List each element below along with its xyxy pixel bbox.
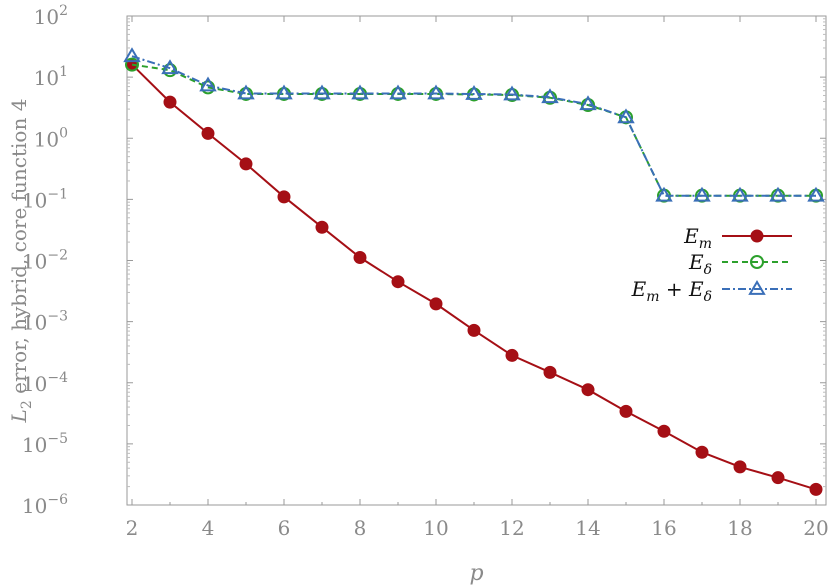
data-point <box>771 471 785 485</box>
y-tick-label: 10−1 <box>22 186 68 212</box>
x-tick-label: 6 <box>278 516 291 540</box>
data-point <box>391 275 405 289</box>
data-point <box>503 85 521 101</box>
x-tick-label: 18 <box>727 516 752 540</box>
x-tick-label: 4 <box>202 516 215 540</box>
series-line <box>131 63 817 491</box>
data-point <box>313 84 331 100</box>
legend-item-1: Em <box>683 224 792 252</box>
data-point <box>125 57 139 72</box>
x-tick-label: 12 <box>499 516 524 540</box>
series-3 <box>123 47 825 202</box>
data-point <box>163 95 177 109</box>
y-tick-label: 10−3 <box>22 309 68 335</box>
y-tick-label: 10−5 <box>22 431 68 457</box>
data-point <box>161 59 179 75</box>
data-point <box>237 84 255 100</box>
legend-label: Em <box>683 224 712 252</box>
legend-item-3: Em + Eδ <box>631 277 792 305</box>
data-point <box>693 186 711 202</box>
data-point <box>199 76 217 92</box>
y-axis-label: L2 error, hybrid, core function 4 <box>7 99 35 424</box>
series-layer <box>123 47 825 496</box>
y-tick-label: 101 <box>34 64 68 90</box>
data-point <box>123 47 141 63</box>
data-point <box>750 229 764 243</box>
series-line <box>131 55 816 197</box>
data-point <box>351 84 369 100</box>
x-tick-label: 20 <box>803 516 828 540</box>
data-point <box>277 190 291 204</box>
data-point <box>807 186 825 202</box>
data-point <box>505 348 519 362</box>
y-tick-label: 102 <box>34 3 68 29</box>
x-tick-label: 16 <box>651 516 676 540</box>
data-point <box>581 383 595 397</box>
axes: 2 4 6 8 10 12 14 16 18 20 10−6 10−5 10−4 10−3 10−2 10−1… <box>22 3 829 540</box>
data-point <box>748 280 766 295</box>
data-point <box>239 157 253 171</box>
y-tick-label: 100 <box>34 125 68 151</box>
data-point <box>657 424 671 438</box>
data-point <box>617 108 635 124</box>
data-point <box>427 84 445 100</box>
series-2 <box>125 57 823 203</box>
y-tick-label: 10−6 <box>22 492 68 518</box>
legend-label: Eδ <box>688 250 712 278</box>
data-point <box>809 482 823 496</box>
data-point <box>695 445 709 459</box>
x-tick-label: 8 <box>354 516 367 540</box>
series-1 <box>125 58 823 496</box>
series-line <box>131 63 816 197</box>
data-point <box>731 186 749 202</box>
data-point <box>541 88 559 104</box>
data-point <box>579 95 597 111</box>
legend-item-2: Eδ <box>688 250 792 278</box>
data-point <box>543 365 557 379</box>
data-point <box>619 404 633 418</box>
data-point <box>389 84 407 100</box>
data-point <box>750 255 764 269</box>
data-point <box>353 250 367 264</box>
data-point <box>275 84 293 100</box>
data-point <box>655 186 673 202</box>
y-tick-label: 10−4 <box>22 370 68 396</box>
data-point <box>733 460 747 474</box>
legend-label: Em + Eδ <box>631 277 712 305</box>
data-point <box>315 220 329 234</box>
x-axis-label: p <box>469 561 483 586</box>
x-tick-label: 10 <box>423 516 448 540</box>
data-point <box>465 85 483 100</box>
data-point <box>769 186 787 202</box>
data-point <box>201 126 215 140</box>
x-tick-label: 2 <box>126 516 139 540</box>
x-tick-label: 14 <box>575 516 600 540</box>
y-tick-label: 10−2 <box>22 248 68 274</box>
data-point <box>429 297 443 311</box>
data-point <box>467 323 481 337</box>
